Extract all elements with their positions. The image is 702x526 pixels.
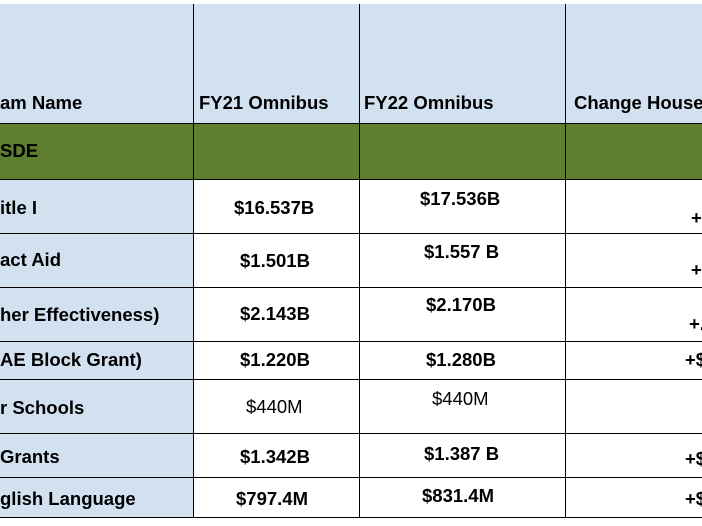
fy22-cell: $831.4M [360, 478, 566, 518]
change-cell: +. [566, 288, 702, 342]
fy21-value: $797.4M [236, 488, 308, 509]
table-row: Grants [0, 434, 194, 478]
fy22-value: $1.280B [426, 349, 496, 370]
fy22-value: $17.536B [420, 188, 501, 209]
change-value: +$ [685, 349, 702, 370]
fy21-cell: $2.143B [194, 288, 360, 342]
fy21-cell: $1.220B [194, 342, 360, 380]
table-row: AE Block Grant) [0, 342, 194, 380]
change-cell: +$ [566, 342, 702, 380]
fy22-value: $1.557 B [424, 241, 500, 262]
header-fy21-label: FY21 Omnibus [199, 92, 329, 113]
fy21-value: $16.537B [234, 197, 315, 218]
section-sde-label: SDE [0, 140, 39, 161]
header-change: Change House [566, 4, 702, 124]
program-name: Grants [0, 446, 60, 467]
header-program-name: am Name [0, 4, 194, 124]
fy21-cell: $1.501B [194, 234, 360, 288]
program-name: glish Language [0, 488, 136, 509]
change-value: + [691, 207, 702, 228]
header-change-label: Change House [574, 92, 702, 113]
change-cell: + [566, 180, 702, 234]
program-name: r Schools [0, 397, 85, 418]
program-name: itle I [0, 197, 38, 218]
table-row: act Aid [0, 234, 194, 288]
fy22-value: $1.387 B [424, 443, 500, 464]
fy21-cell: $440M [194, 380, 360, 434]
fy21-cell: $1.342B [194, 434, 360, 478]
section-sde: SDE [0, 124, 194, 180]
section-fy22 [360, 124, 566, 180]
change-value: +$ [685, 488, 702, 509]
change-cell: +$ [566, 434, 702, 478]
fy22-value: $831.4M [422, 485, 494, 506]
header-program-name-label: am Name [0, 92, 83, 113]
table-row: r Schools [0, 380, 194, 434]
fy22-cell: $1.280B [360, 342, 566, 380]
change-cell: +$ [566, 478, 702, 518]
change-value: + [691, 259, 702, 280]
fy21-cell: $16.537B [194, 180, 360, 234]
fy22-cell: $440M [360, 380, 566, 434]
section-fy21 [194, 124, 360, 180]
fy21-cell: $797.4M [194, 478, 360, 518]
table-row: itle I [0, 180, 194, 234]
fy22-value: $440M [432, 388, 489, 409]
program-name: her Effectiveness) [0, 304, 160, 325]
fy22-value: $2.170B [426, 294, 496, 315]
fy21-value: $1.342B [240, 446, 310, 467]
fy22-cell: $2.170B [360, 288, 566, 342]
header-fy22: FY22 Omnibus [360, 4, 566, 124]
change-value: +$ [685, 448, 702, 469]
fy21-value: $440M [246, 396, 303, 417]
fy21-value: $2.143B [240, 303, 310, 324]
section-change [566, 124, 702, 180]
change-cell: + [566, 234, 702, 288]
change-cell [566, 380, 702, 434]
table-row: glish Language [0, 478, 194, 518]
header-fy22-label: FY22 Omnibus [364, 92, 494, 113]
program-name: act Aid [0, 249, 61, 270]
fy22-cell: $17.536B [360, 180, 566, 234]
change-value: +. [689, 313, 702, 334]
table-row: her Effectiveness) [0, 288, 194, 342]
fy21-value: $1.220B [240, 349, 310, 370]
header-fy21: FY21 Omnibus [194, 4, 360, 124]
program-name: AE Block Grant) [0, 349, 142, 370]
fy22-cell: $1.557 B [360, 234, 566, 288]
fy22-cell: $1.387 B [360, 434, 566, 478]
fy21-value: $1.501B [240, 250, 310, 271]
